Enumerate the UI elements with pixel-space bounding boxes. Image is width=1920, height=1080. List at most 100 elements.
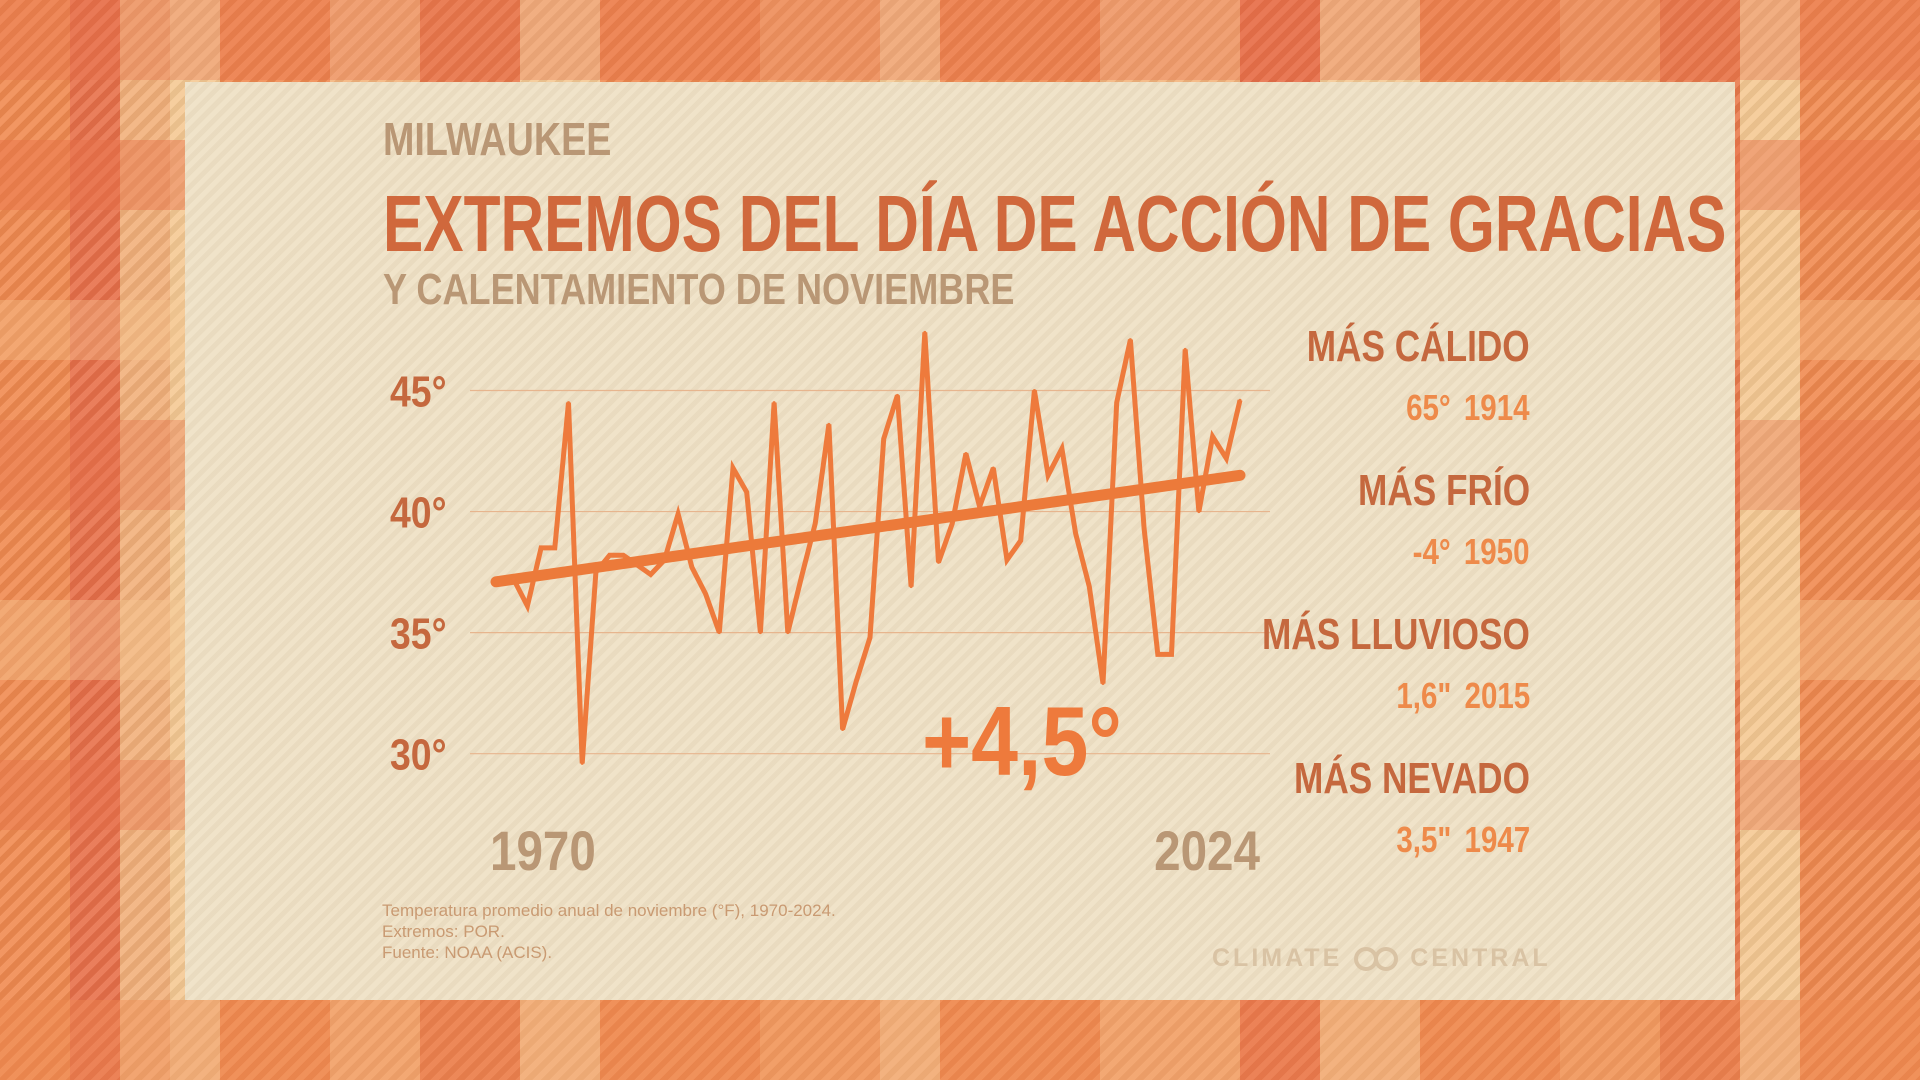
data-point (937, 560, 941, 564)
data-point (580, 761, 584, 765)
footnote-line: Extremos: POR. (382, 922, 505, 941)
chart-title: EXTREMOS DEL DÍA DE ACCIÓN DE GRACIAS (383, 179, 1727, 268)
content-panel (185, 82, 1735, 1000)
temperature-line-chart: 30° 35° 40° 45° 1970 2024 +4,5° (390, 330, 1270, 883)
data-point (662, 558, 666, 562)
data-point (1156, 652, 1160, 656)
data-point (1169, 652, 1173, 656)
data-point (594, 570, 598, 574)
data-point (978, 505, 982, 509)
data-point (1060, 447, 1064, 451)
data-point (704, 592, 708, 596)
warming-annotation: +4,5° (922, 687, 1122, 796)
data-point (539, 546, 543, 550)
extreme-coldest-value: -4° 1950 (1413, 531, 1530, 573)
extreme-warmest-value: 65° 1914 (1407, 387, 1530, 429)
extreme-snowiest-amount: 3,5" (1396, 819, 1452, 860)
extreme-wettest-label: MÁS LLUVIOSO (1262, 610, 1530, 659)
logo-text-left: CLIMATE (1212, 944, 1343, 972)
y-tick-label: 40° (390, 488, 447, 538)
plaid-band (0, 1000, 1920, 1080)
extreme-snowiest-label: MÁS NEVADO (1294, 754, 1530, 803)
data-point (868, 635, 872, 639)
y-tick-labels: 30° 35° 40° 45° (390, 367, 447, 780)
data-point (1142, 527, 1146, 531)
data-point (1032, 389, 1036, 393)
data-point (758, 631, 762, 635)
extreme-coldest-label: MÁS FRÍO (1357, 466, 1530, 515)
data-point (1005, 558, 1009, 562)
x-tick-label: 1970 (490, 820, 596, 882)
data-point (1183, 347, 1187, 351)
data-point (649, 573, 653, 577)
y-tick-label: 45° (390, 367, 447, 417)
extreme-warmest-label: MÁS CÁLIDO (1307, 322, 1530, 371)
x-tick-label: 2024 (1154, 820, 1260, 882)
data-point (1128, 338, 1132, 342)
data-point (1087, 585, 1091, 589)
data-point (498, 582, 502, 586)
plaid-band (0, 0, 1920, 80)
data-points (498, 330, 1242, 765)
data-point (1224, 456, 1228, 460)
extreme-snowiest-value: 3,5" 1947 (1396, 819, 1530, 861)
data-point (923, 330, 927, 334)
data-point (841, 727, 845, 731)
extreme-wettest-year: 2015 (1464, 675, 1530, 716)
chart-subtitle: Y CALENTAMIENTO DE NOVIEMBRE (383, 265, 1015, 314)
location-label: MILWAUKEE (383, 113, 612, 165)
infinity-rings-icon (1354, 946, 1399, 971)
data-point (1046, 473, 1050, 477)
data-point (1211, 435, 1215, 439)
data-point (909, 585, 913, 589)
data-point (854, 679, 858, 683)
climate-central-logo: CLIMATE CENTRAL (1212, 944, 1551, 973)
data-point (553, 546, 557, 550)
data-point (827, 422, 831, 426)
data-point (512, 577, 516, 581)
data-point (813, 522, 817, 526)
data-point (882, 437, 886, 441)
footnote-line: Fuente: NOAA (ACIS). (382, 943, 553, 962)
data-point (964, 451, 968, 455)
data-point (635, 563, 639, 567)
extreme-warmest-temp: 65° (1406, 387, 1452, 428)
footnote: Temperatura promedio anual de noviembre … (382, 900, 836, 963)
data-point (525, 604, 529, 608)
extreme-warmest-year: 1914 (1464, 387, 1530, 428)
extreme-wettest-amount: 1,6" (1396, 675, 1452, 716)
data-point (799, 575, 803, 579)
data-point (950, 522, 954, 526)
extreme-snowiest-year: 1947 (1464, 819, 1530, 860)
data-point (1019, 539, 1023, 543)
data-point (991, 466, 995, 470)
data-point (608, 553, 612, 557)
data-point (786, 631, 790, 635)
data-point (1238, 398, 1242, 402)
y-tick-label: 30° (390, 730, 447, 780)
footnote-line: Temperatura promedio anual de noviembre … (382, 901, 836, 920)
data-point (676, 512, 680, 516)
data-point (621, 553, 625, 557)
data-point (895, 393, 899, 397)
data-point (745, 490, 749, 494)
trend-line-segment (490, 469, 1246, 588)
data-point (731, 466, 735, 470)
data-point (772, 401, 776, 405)
temperature-series-line (499, 332, 1243, 764)
data-point (717, 631, 721, 635)
x-tick-labels: 1970 2024 (490, 820, 1260, 882)
gridlines (470, 389, 1270, 755)
data-point (1197, 510, 1201, 514)
logo-text-right: CENTRAL (1410, 944, 1551, 972)
data-point (1101, 681, 1105, 685)
series-line (499, 332, 1243, 764)
trend-line (490, 469, 1246, 588)
data-point (1115, 401, 1119, 405)
extreme-coldest-temp: -4° (1413, 531, 1452, 572)
data-point (1074, 531, 1078, 535)
data-point (567, 401, 571, 405)
data-point (690, 565, 694, 569)
y-tick-label: 35° (390, 609, 447, 659)
extreme-coldest-year: 1950 (1464, 531, 1530, 572)
